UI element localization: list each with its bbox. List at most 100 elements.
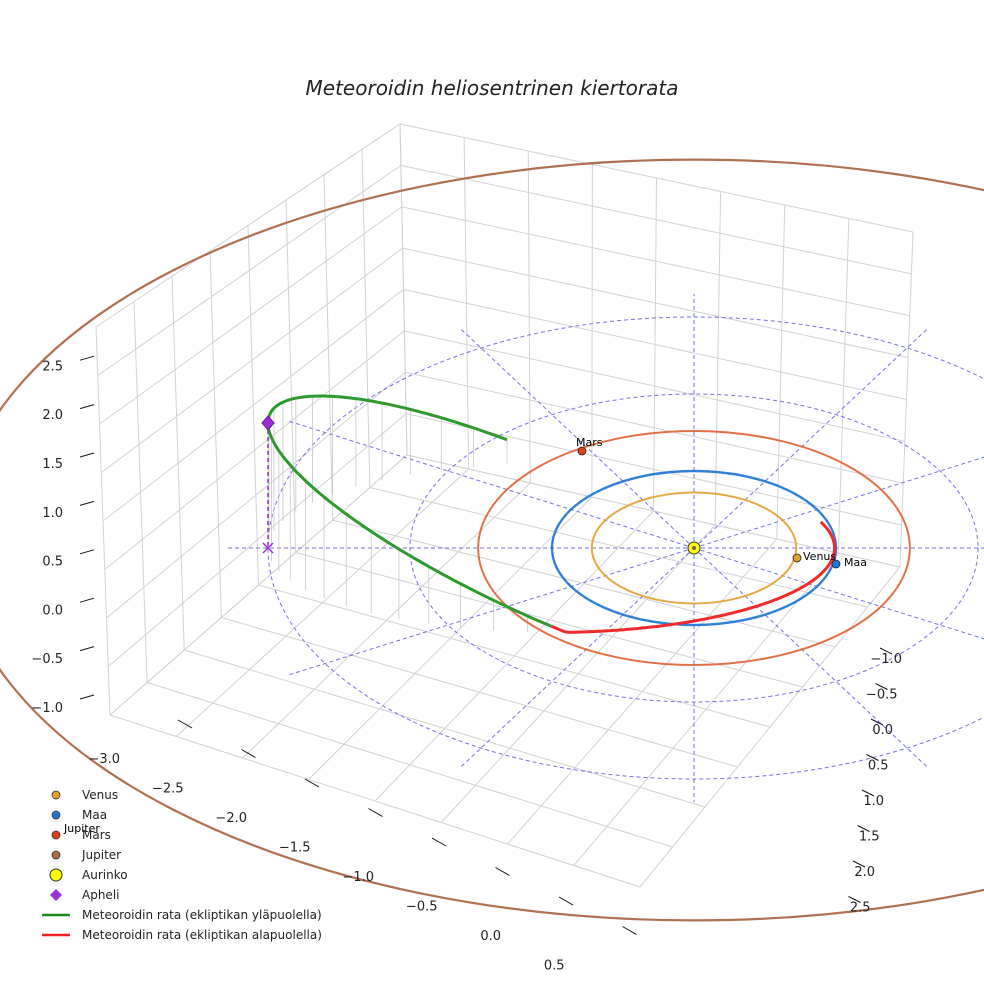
ecliptic-spoke [693, 547, 929, 769]
x-tick-label: 0.0 [480, 929, 501, 944]
grid-line [406, 454, 901, 568]
grid-line [369, 487, 868, 608]
ecliptic-spoke [459, 327, 695, 549]
y-tick-label: 0.5 [868, 759, 889, 774]
y-tick-label: 2.5 [850, 901, 871, 916]
grid-line [374, 510, 654, 802]
z-tick [79, 355, 95, 361]
z-tick-label: 0.0 [42, 603, 63, 618]
meteoroid-orbit [266, 394, 837, 634]
y-tick [848, 896, 861, 903]
chart-title: Meteoroidin heliosentrinen kiertorata [306, 76, 679, 100]
legend-marker [51, 790, 61, 800]
y-tick [861, 789, 875, 797]
ecliptic-spoke [693, 547, 984, 640]
legend-label: Aurinko [82, 868, 128, 882]
grid-line [899, 231, 914, 568]
z-tick-label: −1.0 [31, 701, 63, 716]
x-tick-label: −2.5 [152, 782, 184, 797]
y-tick [857, 825, 870, 832]
grid-line [399, 123, 914, 233]
grid-line [507, 538, 778, 845]
legend-label: Meteoroidin rata (ekliptikan alapuolella… [82, 928, 322, 942]
projection-lines [267, 396, 562, 633]
ecliptic-spoke [288, 547, 695, 676]
apheli-marker [261, 415, 275, 431]
y-tick [852, 860, 866, 868]
grid-line [776, 204, 786, 540]
z-tick-label: 1.0 [42, 506, 63, 521]
x-tick-label: −3.0 [88, 752, 120, 767]
z-tick-label: −0.5 [31, 652, 63, 667]
grid-line [573, 552, 839, 866]
grid-line [639, 566, 901, 888]
z-tick-label: 2.5 [42, 359, 63, 374]
z-tick [79, 646, 95, 652]
grid-line [332, 519, 836, 648]
x-tick [304, 778, 320, 788]
z-tick [79, 404, 95, 410]
z-tick-label: 1.5 [42, 457, 63, 472]
planet-venus [792, 553, 802, 563]
y-tick [875, 683, 888, 690]
planet-label-mars: Mars [576, 436, 603, 449]
y-tick [866, 754, 879, 761]
y-tick-label: 2.0 [854, 865, 875, 880]
legend-marker [51, 850, 61, 860]
y-tick-label: 0.0 [872, 723, 893, 738]
planet-mars [577, 446, 587, 456]
grid-line [400, 164, 912, 275]
ecliptic-spoke [693, 327, 929, 549]
y-tick [879, 647, 893, 655]
grid-line [323, 174, 334, 521]
grid-line [97, 164, 402, 376]
x-tick-label: −0.5 [406, 900, 438, 915]
legend: VenusMaaMarsJupiterAurinkoApheliMeteoroi… [42, 788, 322, 942]
axes-grid [95, 123, 914, 888]
x-tick [368, 808, 383, 817]
planet-label-jupiter: Jupiter [63, 822, 100, 835]
x-tick-label: 0.5 [544, 959, 565, 974]
x-tick [177, 719, 193, 729]
grid-line [402, 247, 909, 359]
meteoroid-below [550, 520, 837, 634]
z-tick [79, 452, 95, 458]
legend-label: Venus [82, 788, 118, 802]
y-tick-label: 1.0 [863, 794, 884, 809]
ecliptic-grid [225, 293, 984, 803]
x-tick-label: −2.0 [215, 811, 247, 826]
legend-marker [50, 889, 62, 901]
aurinko-center [692, 546, 696, 550]
orbit-jupiter [0, 158, 984, 922]
grid-line [102, 289, 404, 522]
ecliptic-spoke [288, 420, 695, 549]
axis-ticks: −1.0 −0.5 0.0 0.5 1.0 1.5 2.0 2.5 −3.0 −2.5 −2.0 −1… [31, 355, 902, 974]
z-tick-label: 2.0 [42, 408, 63, 423]
x-tick-label: −1.0 [342, 870, 374, 885]
z-tick-label: 0.5 [42, 555, 63, 570]
x-tick [431, 837, 447, 847]
ecliptic-spoke [693, 456, 984, 549]
planet-orbits [0, 158, 984, 922]
legend-label: Meteoroidin rata (ekliptikan yläpuolella… [82, 908, 322, 922]
grid-line [714, 191, 722, 526]
legend-label: Maa [82, 808, 107, 822]
x-tick-label: −1.5 [279, 841, 311, 856]
grid-line [401, 206, 910, 317]
meteoroid-above [266, 394, 552, 628]
y-tick-label: −1.0 [870, 652, 902, 667]
x-tick [241, 749, 256, 758]
grid-line [99, 206, 403, 425]
y-tick-label: −0.5 [866, 688, 898, 703]
grid-line [440, 524, 716, 823]
x-tick [495, 867, 510, 876]
orbit-mars [477, 429, 911, 667]
grid-line [95, 123, 401, 328]
y-tick-label: 1.5 [859, 830, 880, 845]
x-tick [558, 896, 574, 906]
z-tick [79, 500, 95, 506]
legend-label: Apheli [82, 888, 119, 902]
ecliptic-spoke [459, 547, 695, 769]
grid-line [100, 247, 403, 473]
